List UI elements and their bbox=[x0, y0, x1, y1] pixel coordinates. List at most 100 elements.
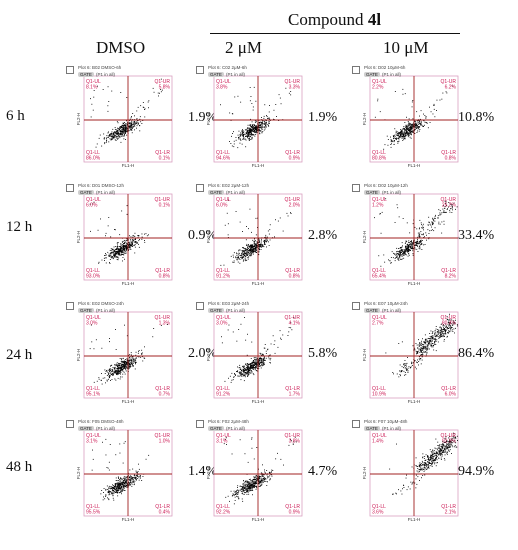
q-ul-value: 1.4% bbox=[372, 439, 384, 445]
panel-checkbox[interactable] bbox=[196, 302, 204, 310]
gate-badge[interactable]: GATE bbox=[364, 190, 380, 195]
gate-scope: (P1 in all) bbox=[382, 72, 402, 77]
panel-title: Plot 6: F02 2μM-48h bbox=[208, 419, 249, 424]
panel-checkbox[interactable] bbox=[66, 184, 74, 192]
gate-scope: (P1 in all) bbox=[226, 190, 246, 195]
q-lr-value: 0.7% bbox=[159, 392, 171, 398]
gate-badge[interactable]: GATE bbox=[364, 308, 380, 313]
q-lr-value: 0.9% bbox=[289, 156, 301, 162]
q-lr-label: Q1-LR bbox=[155, 386, 170, 392]
x-axis-label: FL1-H bbox=[252, 399, 265, 404]
panel-title: Plot 6: E07 10μM-24h bbox=[364, 301, 408, 306]
q-ur-value: 1.0% bbox=[159, 439, 171, 445]
q-ll-value: 65.4% bbox=[372, 274, 387, 280]
q-ul-label: Q1-UL bbox=[216, 433, 231, 439]
gate-badge[interactable]: GATE bbox=[208, 426, 224, 431]
q-ll-value: 91.2% bbox=[216, 274, 231, 280]
row-label-6h: 6 h bbox=[6, 108, 25, 124]
q-ll-label: Q1-LL bbox=[216, 150, 230, 156]
y-axis-label: FL2-H bbox=[206, 467, 211, 480]
compound-id: 4l bbox=[367, 10, 382, 29]
x-axis-label: FL1-H bbox=[408, 517, 421, 522]
panel-checkbox[interactable] bbox=[66, 302, 74, 310]
panel-12h-10um: Q1-UL 1.2% Q1-UR 25.2% Q1-LL 65.4% Q1-LR 8.2% FL… bbox=[352, 183, 462, 286]
gate-scope: (P1 in all) bbox=[382, 308, 402, 313]
row-label-24h: 24 h bbox=[6, 347, 33, 363]
gate-scope: (P1 in all) bbox=[226, 426, 246, 431]
gate-badge[interactable]: GATE bbox=[364, 426, 380, 431]
q-lr-label: Q1-LR bbox=[155, 504, 170, 510]
panel-checkbox[interactable] bbox=[66, 420, 74, 428]
q-ll-label: Q1-LL bbox=[86, 150, 100, 156]
panel-12h-2um: Q1-UL 6.0% Q1-UR 2.0% Q1-LL 91.2% Q1-LR 0.8% FL1… bbox=[196, 183, 306, 286]
panel-checkbox[interactable] bbox=[352, 302, 360, 310]
x-axis-label: FL1-H bbox=[122, 163, 135, 168]
q-ll-value: 86.0% bbox=[86, 156, 101, 162]
gate-scope: (P1 in all) bbox=[382, 426, 402, 431]
q-ll-label: Q1-LL bbox=[86, 504, 100, 510]
gate-badge[interactable]: GATE bbox=[78, 190, 94, 195]
percent-label-24h-2um: 5.8% bbox=[308, 346, 338, 361]
event-dots bbox=[91, 438, 150, 501]
event-dots bbox=[89, 324, 168, 385]
q-lr-value: 8.2% bbox=[445, 274, 457, 280]
q-ur-value: 0.1% bbox=[159, 203, 171, 209]
panel-24h-2um: Q1-UL 3.0% Q1-UR 4.1% Q1-LL 91.2% Q1-LR 1.7% FL1… bbox=[196, 301, 306, 404]
panel-checkbox[interactable] bbox=[196, 420, 204, 428]
q-lr-value: 6.0% bbox=[445, 392, 457, 398]
gate-badge[interactable]: GATE bbox=[364, 72, 380, 77]
q-lr-value: 0.9% bbox=[289, 510, 301, 516]
gate-badge[interactable]: GATE bbox=[78, 426, 94, 431]
q-ul-label: Q1-UL bbox=[372, 197, 387, 203]
panel-checkbox[interactable] bbox=[352, 420, 360, 428]
y-axis-label: FL2-H bbox=[76, 113, 81, 126]
q-ul-label: Q1-UL bbox=[372, 315, 387, 321]
panel-6h-2um: Q1-UL 3.8% Q1-UR 3.3% Q1-LL 94.6% Q1-LR 0.9% FL1… bbox=[196, 65, 306, 168]
q-ll-label: Q1-LL bbox=[216, 386, 230, 392]
q-ur-value: 6.2% bbox=[445, 85, 457, 91]
panel-title: Plot 6: E02 2μM-12h bbox=[208, 183, 250, 188]
event-dots bbox=[221, 317, 295, 383]
panel-checkbox[interactable] bbox=[352, 66, 360, 74]
q-ul-value: 3.1% bbox=[86, 439, 98, 445]
q-lr-label: Q1-LR bbox=[441, 504, 456, 510]
gate-badge[interactable]: GATE bbox=[208, 190, 224, 195]
panel-checkbox[interactable] bbox=[66, 66, 74, 74]
gate-badge[interactable]: GATE bbox=[78, 72, 94, 77]
q-ll-value: 93.0% bbox=[86, 274, 101, 280]
gate-badge[interactable]: GATE bbox=[78, 308, 94, 313]
x-axis-label: FL1-H bbox=[252, 163, 265, 168]
q-ur-label: Q1-UR bbox=[440, 433, 456, 439]
q-ur-value: 1.3% bbox=[159, 321, 171, 327]
panel-checkbox[interactable] bbox=[196, 66, 204, 74]
y-axis-label: FL2-H bbox=[362, 113, 367, 126]
event-dots bbox=[220, 199, 292, 266]
panel-checkbox[interactable] bbox=[196, 184, 204, 192]
q-ur-value: 25.2% bbox=[442, 203, 457, 209]
y-axis-label: FL2-H bbox=[76, 467, 81, 480]
gate-badge[interactable]: GATE bbox=[208, 308, 224, 313]
q-ul-label: Q1-UL bbox=[86, 433, 101, 439]
gate-badge[interactable]: GATE bbox=[208, 72, 224, 77]
panel-checkbox[interactable] bbox=[352, 184, 360, 192]
q-ll-value: 3.6% bbox=[372, 510, 384, 516]
gate-scope: (P1 in all) bbox=[382, 190, 402, 195]
panel-48h-10um: Q1-UL 1.4% Q1-UR 92.9% Q1-LL 3.6% Q1-LR 2.1% FL1… bbox=[352, 419, 462, 522]
y-axis-label: FL2-H bbox=[206, 113, 211, 126]
q-ul-value: 8.1% bbox=[86, 85, 98, 91]
compound-underline bbox=[210, 33, 460, 34]
q-ul-label: Q1-UL bbox=[216, 197, 231, 203]
x-axis-label: FL1-H bbox=[408, 163, 421, 168]
event-dots bbox=[90, 78, 163, 148]
q-ul-label: Q1-UL bbox=[86, 197, 101, 203]
q-ur-value: 4.1% bbox=[289, 321, 301, 327]
panel-title: Plot 6: D01 DMSO-12h bbox=[78, 183, 125, 188]
column-label-2um: 2 μM bbox=[225, 38, 262, 57]
x-axis-label: FL1-H bbox=[122, 281, 135, 286]
